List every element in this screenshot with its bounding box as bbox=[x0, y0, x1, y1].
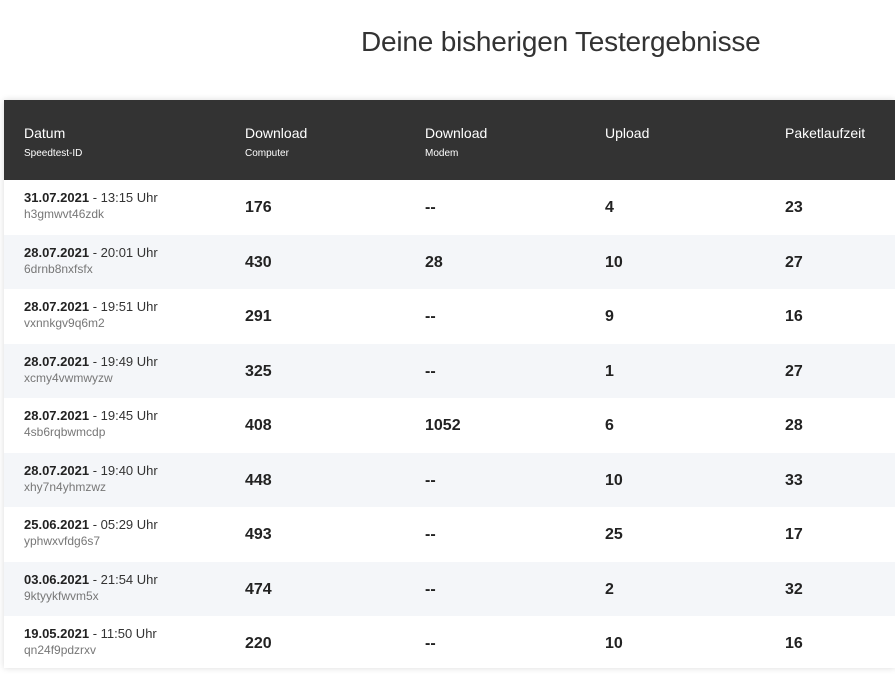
header-upload: Upload bbox=[605, 125, 649, 142]
header-sublabel: Computer bbox=[245, 148, 289, 159]
header-label: Download bbox=[425, 125, 488, 141]
test-date: 28.07.2021 bbox=[24, 408, 90, 423]
test-time: - 21:54 Uhr bbox=[89, 571, 158, 587]
table-row: 28.07.2021 - 19:49 Uhr xcmy4vwmwyzw 325 -- 1… bbox=[4, 343, 895, 398]
results-table: Datum Speedtest-ID Download Computer Dow… bbox=[4, 100, 895, 668]
test-time: - 20:01 Uhr bbox=[89, 244, 158, 260]
test-date: 25.06.2021 bbox=[24, 517, 90, 532]
speedtest-id: xhy7n4yhmzwz bbox=[24, 479, 107, 494]
cell-paketlaufzeit: 16 bbox=[785, 308, 803, 325]
cell-date: 31.07.2021 - 13:15 Uhr h3gmwvt46zdk bbox=[24, 189, 158, 222]
cell-paketlaufzeit: 16 bbox=[785, 635, 803, 652]
cell-upload: 4 bbox=[605, 199, 614, 216]
test-date: 03.06.2021 bbox=[24, 571, 90, 587]
cell-download-modem: -- bbox=[425, 526, 436, 543]
cell-paketlaufzeit: 27 bbox=[785, 253, 803, 271]
cell-date: 28.07.2021 - 19:40 Uhr xhy7n4yhmzwz bbox=[24, 462, 158, 495]
cell-download-computer: 474 bbox=[245, 580, 272, 598]
cell-paketlaufzeit: 33 bbox=[785, 471, 803, 489]
test-date: 28.07.2021 bbox=[24, 299, 90, 314]
test-time: - 11:50 Uhr bbox=[89, 626, 157, 641]
cell-download-modem: -- bbox=[425, 199, 436, 216]
test-time: - 05:29 Uhr bbox=[89, 517, 158, 532]
speedtest-id: qn24f9pdzrxv bbox=[24, 643, 97, 657]
table-row: 31.07.2021 - 13:15 Uhr h3gmwvt46zdk 176 -- 4… bbox=[4, 180, 895, 235]
cell-download-computer: 220 bbox=[245, 635, 272, 652]
cell-date: 28.07.2021 - 20:01 Uhr 6drnb8nxfsfx bbox=[24, 244, 158, 277]
cell-upload: 6 bbox=[605, 417, 614, 434]
cell-paketlaufzeit: 17 bbox=[785, 526, 803, 543]
table-row: 28.07.2021 - 19:40 Uhr xhy7n4yhmzwz 448 -- 1… bbox=[4, 452, 895, 507]
header-paketlaufzeit: Paketlaufzeit bbox=[785, 125, 865, 142]
cell-download-computer: 325 bbox=[245, 362, 272, 380]
cell-upload: 10 bbox=[605, 635, 623, 652]
header-label: Datum bbox=[24, 125, 66, 141]
table-row: 28.07.2021 - 19:45 Uhr 4sb6rqbwmcdp 408 105… bbox=[4, 398, 895, 453]
header-label: Upload bbox=[605, 125, 650, 141]
test-time: - 19:45 Uhr bbox=[89, 408, 158, 423]
cell-date: 25.06.2021 - 05:29 Uhr yphwxvfdg6s7 bbox=[24, 516, 158, 549]
cell-download-computer: 448 bbox=[245, 471, 272, 489]
cell-paketlaufzeit: 32 bbox=[785, 580, 803, 598]
cell-paketlaufzeit: 27 bbox=[785, 362, 803, 380]
cell-upload: 9 bbox=[605, 308, 614, 325]
header-download-modem: Download Modem bbox=[425, 125, 487, 160]
cell-download-modem: -- bbox=[425, 308, 436, 325]
cell-upload: 10 bbox=[605, 253, 623, 271]
cell-download-modem: -- bbox=[425, 471, 436, 489]
test-time: - 19:40 Uhr bbox=[89, 462, 158, 478]
cell-paketlaufzeit: 23 bbox=[785, 199, 803, 216]
test-time: - 19:49 Uhr bbox=[89, 353, 158, 369]
cell-download-modem: -- bbox=[425, 362, 436, 380]
cell-download-modem: -- bbox=[425, 635, 436, 652]
cell-upload: 2 bbox=[605, 580, 614, 598]
header-datum: Datum Speedtest-ID bbox=[24, 125, 82, 160]
test-date: 28.07.2021 bbox=[24, 353, 90, 369]
test-date: 28.07.2021 bbox=[24, 462, 90, 478]
table-row: 03.06.2021 - 21:54 Uhr 9ktyykfwvm5x 474 -- 2… bbox=[4, 561, 895, 616]
cell-download-computer: 430 bbox=[245, 253, 272, 271]
header-sublabel: Speedtest-ID bbox=[24, 148, 83, 159]
speedtest-id: 6drnb8nxfsfx bbox=[24, 261, 93, 276]
table-body: 31.07.2021 - 13:15 Uhr h3gmwvt46zdk 176 -- 4… bbox=[4, 180, 895, 668]
cell-date: 03.06.2021 - 21:54 Uhr 9ktyykfwvm5x bbox=[24, 571, 158, 604]
table-row: 19.05.2021 - 11:50 Uhr qn24f9pdzrxv 220 -- 1… bbox=[4, 616, 895, 668]
cell-upload: 25 bbox=[605, 526, 623, 543]
cell-download-computer: 291 bbox=[245, 308, 272, 325]
table-header: Datum Speedtest-ID Download Computer Dow… bbox=[4, 100, 895, 180]
cell-date: 28.07.2021 - 19:49 Uhr xcmy4vwmwyzw bbox=[24, 353, 158, 386]
test-date: 19.05.2021 bbox=[24, 626, 90, 641]
header-label: Download bbox=[245, 125, 308, 141]
cell-upload: 1 bbox=[605, 362, 614, 380]
table-row: 28.07.2021 - 20:01 Uhr 6drnb8nxfsfx 430 28 1… bbox=[4, 234, 895, 289]
cell-date: 28.07.2021 - 19:45 Uhr 4sb6rqbwmcdp bbox=[24, 407, 158, 440]
header-label: Paketlaufzeit bbox=[785, 125, 866, 141]
page-title: Deine bisherigen Testergebnisse bbox=[361, 26, 761, 57]
cell-download-modem: 28 bbox=[425, 253, 443, 271]
cell-download-computer: 493 bbox=[245, 526, 272, 543]
test-date: 28.07.2021 bbox=[24, 244, 90, 260]
speedtest-id: h3gmwvt46zdk bbox=[24, 207, 105, 221]
speedtest-id: 4sb6rqbwmcdp bbox=[24, 425, 106, 439]
test-time: - 13:15 Uhr bbox=[89, 190, 158, 205]
cell-date: 19.05.2021 - 11:50 Uhr qn24f9pdzrxv bbox=[24, 625, 157, 658]
test-date: 31.07.2021 bbox=[24, 190, 90, 205]
cell-download-modem: -- bbox=[425, 580, 436, 598]
speedtest-id: yphwxvfdg6s7 bbox=[24, 534, 101, 548]
header-download-computer: Download Computer bbox=[245, 125, 307, 160]
cell-download-modem: 1052 bbox=[425, 417, 461, 434]
cell-upload: 10 bbox=[605, 471, 623, 489]
header-sublabel: Modem bbox=[425, 148, 459, 159]
cell-date: 28.07.2021 - 19:51 Uhr vxnnkgv9q6m2 bbox=[24, 298, 158, 331]
speedtest-id: vxnnkgv9q6m2 bbox=[24, 316, 105, 330]
cell-download-computer: 408 bbox=[245, 417, 272, 434]
cell-download-computer: 176 bbox=[245, 199, 272, 216]
speedtest-id: 9ktyykfwvm5x bbox=[24, 588, 99, 603]
speedtest-id: xcmy4vwmwyzw bbox=[24, 370, 113, 385]
table-row: 28.07.2021 - 19:51 Uhr vxnnkgv9q6m2 291 -- 9… bbox=[4, 289, 895, 344]
test-time: - 19:51 Uhr bbox=[89, 299, 158, 314]
table-row: 25.06.2021 - 05:29 Uhr yphwxvfdg6s7 493 -- 2… bbox=[4, 507, 895, 562]
cell-paketlaufzeit: 28 bbox=[785, 417, 803, 434]
